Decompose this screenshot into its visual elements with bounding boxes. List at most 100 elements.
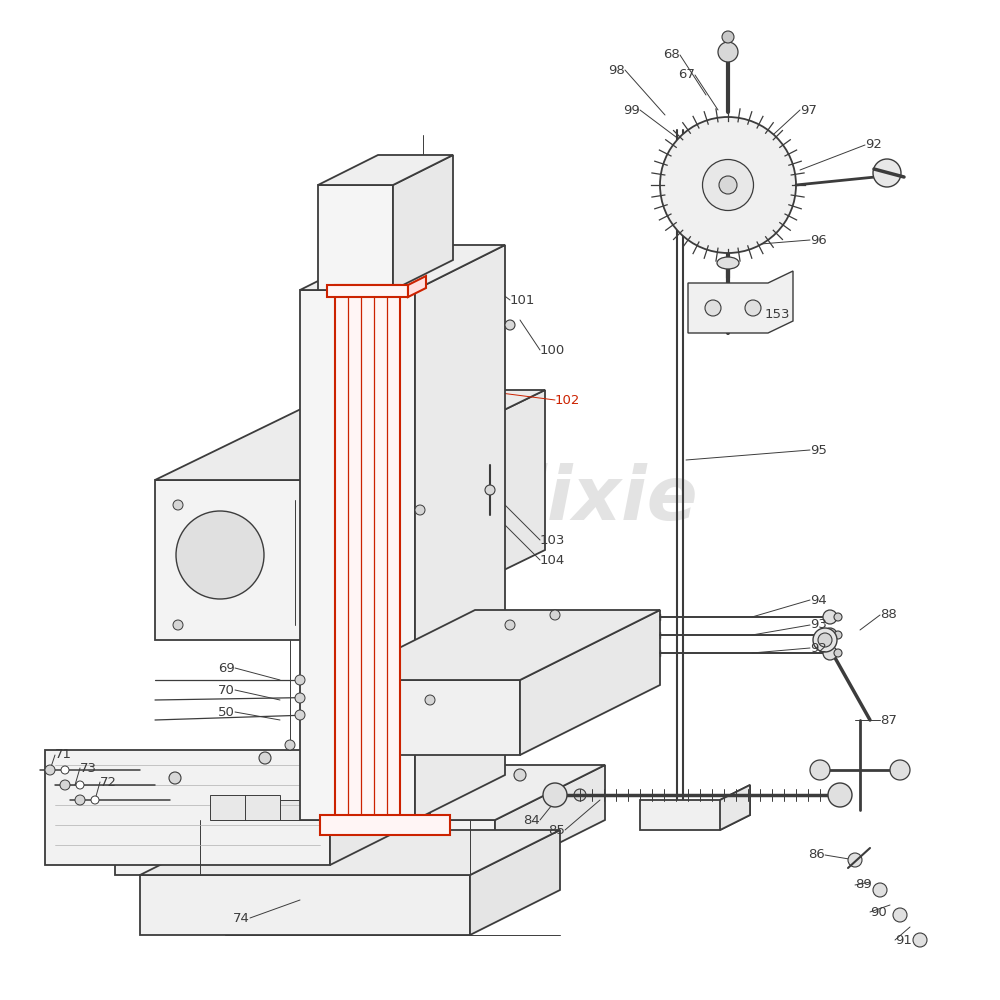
Circle shape [718, 42, 738, 62]
Text: 97: 97 [800, 104, 817, 116]
Text: 73: 73 [80, 762, 97, 774]
Polygon shape [155, 390, 545, 480]
Text: 92: 92 [810, 642, 827, 654]
Polygon shape [330, 700, 430, 865]
Polygon shape [210, 795, 280, 820]
Polygon shape [115, 820, 495, 875]
Circle shape [745, 300, 761, 316]
Polygon shape [415, 245, 505, 820]
Text: 101: 101 [510, 294, 535, 306]
Text: 89: 89 [855, 879, 872, 892]
Circle shape [873, 159, 901, 187]
Circle shape [913, 933, 927, 947]
Text: anruijixie: anruijixie [302, 463, 698, 537]
Polygon shape [45, 750, 330, 865]
Circle shape [834, 649, 842, 657]
Text: 88: 88 [880, 608, 897, 621]
Text: 95: 95 [810, 444, 827, 456]
Circle shape [285, 740, 295, 750]
Ellipse shape [702, 159, 754, 211]
Circle shape [890, 760, 910, 780]
Circle shape [45, 765, 55, 775]
Circle shape [550, 610, 560, 620]
Circle shape [295, 710, 305, 720]
Circle shape [848, 853, 862, 867]
Polygon shape [155, 480, 360, 640]
Circle shape [425, 695, 435, 705]
Text: 104: 104 [540, 554, 565, 566]
Text: 100: 100 [540, 344, 565, 357]
Polygon shape [140, 875, 470, 935]
Circle shape [295, 675, 305, 685]
Text: 85: 85 [548, 824, 565, 836]
Text: 90: 90 [870, 906, 887, 918]
Polygon shape [335, 680, 520, 755]
Text: 69: 69 [218, 662, 235, 674]
Circle shape [60, 780, 70, 790]
Text: 74: 74 [233, 912, 250, 924]
Polygon shape [640, 785, 750, 830]
Polygon shape [300, 290, 415, 820]
Polygon shape [318, 185, 393, 290]
Circle shape [361, 526, 369, 534]
Circle shape [823, 628, 837, 642]
Circle shape [91, 796, 99, 804]
Text: 86: 86 [808, 848, 825, 861]
Circle shape [828, 783, 852, 807]
Text: 71: 71 [55, 748, 72, 762]
Polygon shape [408, 276, 426, 297]
Text: 70: 70 [218, 684, 235, 696]
Circle shape [893, 908, 907, 922]
Circle shape [543, 783, 567, 807]
Circle shape [173, 620, 183, 630]
Text: 68: 68 [663, 48, 680, 62]
Polygon shape [495, 765, 605, 875]
Circle shape [705, 300, 721, 316]
Circle shape [834, 631, 842, 639]
Circle shape [514, 769, 526, 781]
Ellipse shape [717, 257, 739, 269]
Circle shape [76, 781, 84, 789]
Polygon shape [470, 830, 560, 935]
Text: 50: 50 [218, 706, 235, 718]
Circle shape [823, 610, 837, 624]
Circle shape [485, 485, 495, 495]
Text: 93: 93 [810, 618, 827, 632]
Polygon shape [335, 285, 400, 830]
Circle shape [834, 613, 842, 621]
Circle shape [574, 789, 586, 801]
Circle shape [813, 628, 837, 652]
Polygon shape [318, 155, 453, 185]
Polygon shape [720, 785, 750, 830]
Text: 98: 98 [608, 64, 625, 77]
Circle shape [169, 772, 181, 784]
Circle shape [259, 752, 271, 764]
Circle shape [173, 500, 183, 510]
Text: 94: 94 [810, 593, 827, 606]
Polygon shape [335, 610, 660, 680]
Circle shape [295, 693, 305, 703]
Circle shape [505, 620, 515, 630]
Text: 96: 96 [810, 233, 827, 246]
Text: 103: 103 [540, 534, 565, 546]
Polygon shape [393, 155, 453, 290]
Ellipse shape [176, 511, 264, 599]
Text: 84: 84 [523, 814, 540, 826]
Ellipse shape [719, 176, 737, 194]
Circle shape [415, 505, 425, 515]
Circle shape [873, 883, 887, 897]
Polygon shape [320, 815, 450, 835]
Polygon shape [300, 245, 505, 290]
Text: 102: 102 [555, 393, 580, 406]
Text: 92: 92 [865, 138, 882, 151]
Text: 99: 99 [623, 104, 640, 116]
Circle shape [810, 760, 830, 780]
Ellipse shape [660, 117, 796, 253]
Polygon shape [327, 285, 408, 297]
Ellipse shape [718, 188, 738, 202]
Polygon shape [360, 390, 545, 640]
Text: 87: 87 [880, 714, 897, 726]
Circle shape [823, 646, 837, 660]
Polygon shape [520, 610, 660, 755]
Circle shape [75, 795, 85, 805]
